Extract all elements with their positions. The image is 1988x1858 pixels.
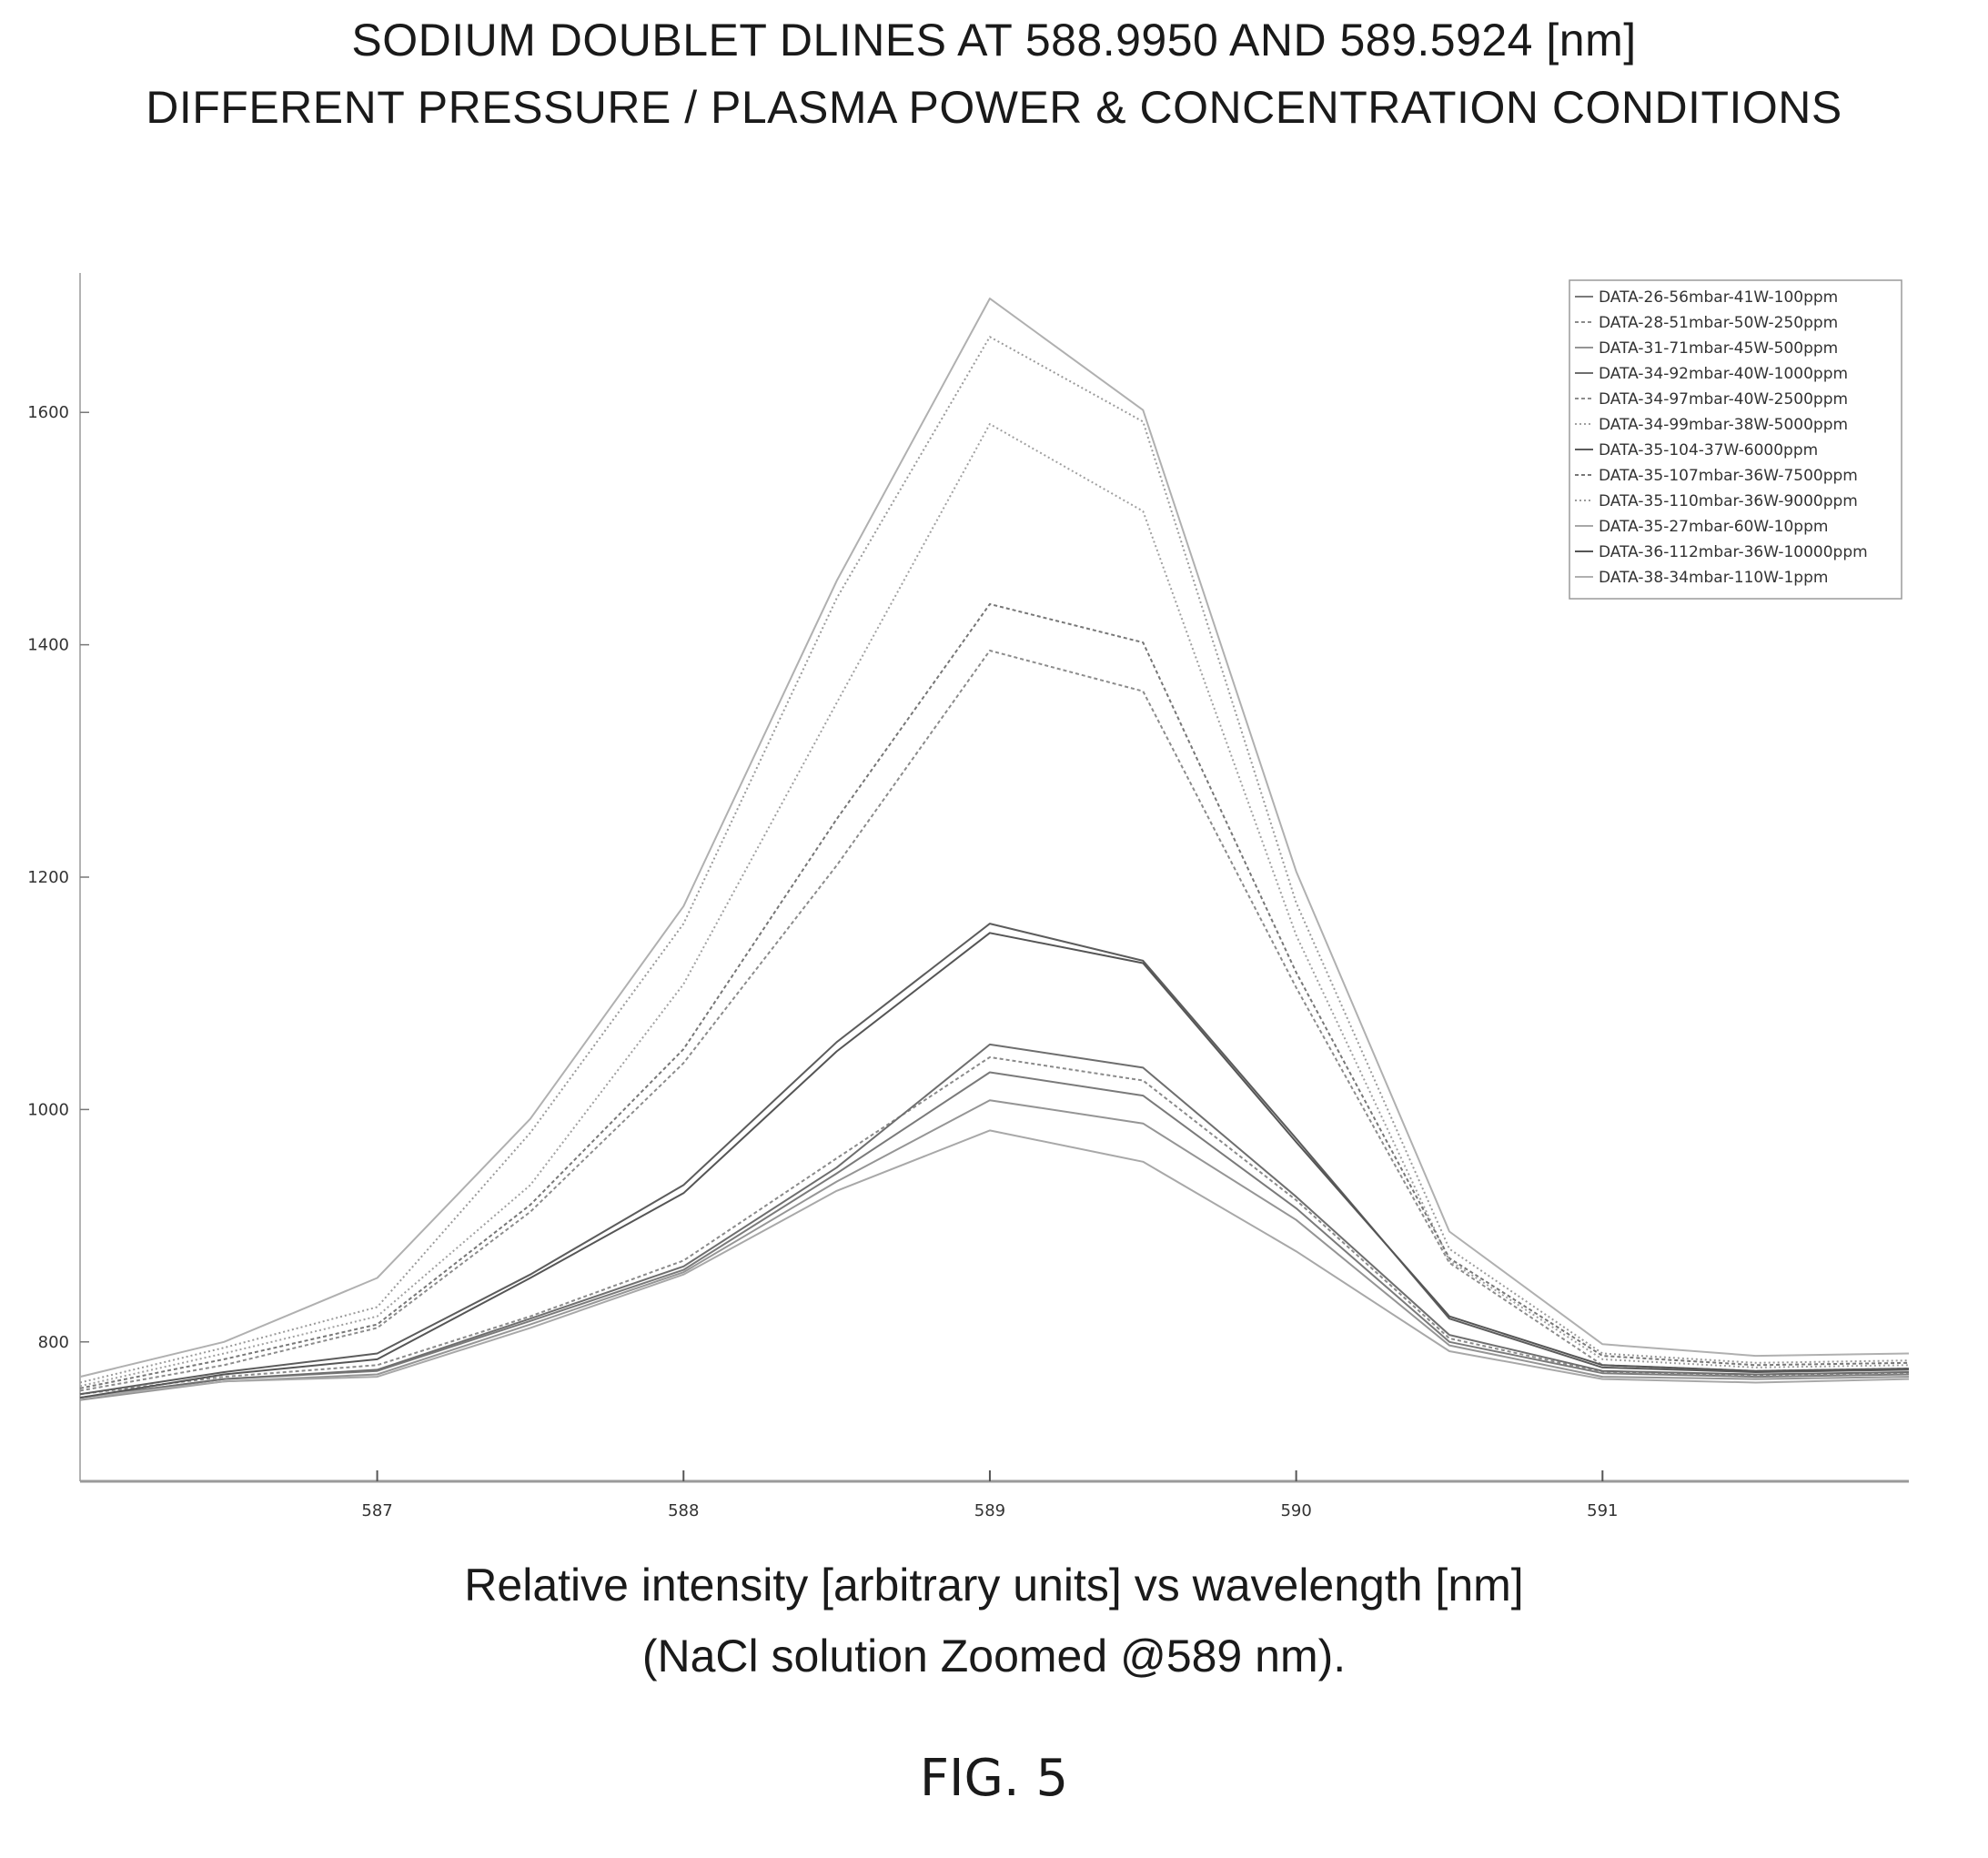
- legend-entry: DATA-34-92mbar-40W-1000ppm: [1599, 365, 1848, 383]
- series-line-10: [79, 1129, 1910, 1399]
- chart-subtitle: DIFFERENT PRESSURE / PLASMA POWER & CONC…: [146, 82, 1842, 133]
- x-axis: 587 588 589 590 591: [361, 1470, 1618, 1520]
- series-line-9: [79, 336, 1910, 1384]
- series-line-2: [79, 1055, 1910, 1396]
- y-tick-label: 1400: [27, 636, 69, 655]
- x-tick-label: 588: [668, 1501, 699, 1520]
- legend-entry: DATA-38-34mbar-110W-1ppm: [1599, 569, 1828, 587]
- legend-entry: DATA-35-110mbar-36W-9000ppm: [1599, 492, 1858, 510]
- x-tick-label: 591: [1587, 1501, 1618, 1520]
- legend-entry: DATA-28-51mbar-50W-250ppm: [1599, 314, 1838, 332]
- legend-entry: DATA-35-104-37W-6000ppm: [1599, 441, 1818, 459]
- figure-label: FIG. 5: [919, 1749, 1069, 1808]
- series-layer: [79, 298, 1910, 1401]
- series-line-6: [79, 423, 1910, 1388]
- x-tick-label: 590: [1280, 1501, 1311, 1520]
- series-line-11: [79, 932, 1910, 1399]
- series-line-4: [79, 1043, 1910, 1399]
- legend-entry: DATA-26-56mbar-41W-100ppm: [1599, 288, 1838, 307]
- legend: DATA-26-56mbar-41W-100ppm DATA-28-51mbar-…: [1569, 279, 1902, 600]
- y-axis: 800 1000 1200 1400 1600: [27, 403, 89, 1352]
- x-tick-label: 589: [974, 1501, 1005, 1520]
- y-tick-label: 1600: [27, 403, 69, 422]
- x-axis-label: Relative intensity [arbitrary units] vs …: [464, 1560, 1524, 1611]
- line-chart: 800 1000 1200 1400 1600 587 588 589 590 591 DATA…: [27, 273, 1910, 1520]
- legend-entry: DATA-35-27mbar-60W-10ppm: [1599, 518, 1828, 536]
- y-tick-label: 1000: [27, 1100, 69, 1119]
- series-line-5: [79, 650, 1910, 1392]
- legend-entry: DATA-34-99mbar-38W-5000ppm: [1599, 416, 1848, 434]
- legend-entry: DATA-34-97mbar-40W-2500ppm: [1599, 390, 1848, 409]
- series-line-1: [79, 1071, 1910, 1399]
- legend-entry: DATA-35-107mbar-36W-7500ppm: [1599, 467, 1858, 485]
- series-line-8: [79, 602, 1910, 1389]
- x-tick-label: 587: [361, 1501, 392, 1520]
- series-line-3: [79, 1099, 1910, 1401]
- series-line-7: [79, 923, 1910, 1396]
- series-line-12: [79, 298, 1910, 1378]
- legend-entry: DATA-36-112mbar-36W-10000ppm: [1599, 543, 1868, 561]
- y-tick-label: 800: [38, 1333, 69, 1352]
- chart-title: SODIUM DOUBLET DLINES AT 588.9950 AND 58…: [351, 15, 1637, 66]
- legend-box: [1569, 279, 1902, 600]
- y-tick-label: 1200: [27, 868, 69, 887]
- legend-entry: DATA-31-71mbar-45W-500ppm: [1599, 339, 1838, 358]
- x-axis-note: (NaCl solution Zoomed @589 nm).: [641, 1631, 1347, 1681]
